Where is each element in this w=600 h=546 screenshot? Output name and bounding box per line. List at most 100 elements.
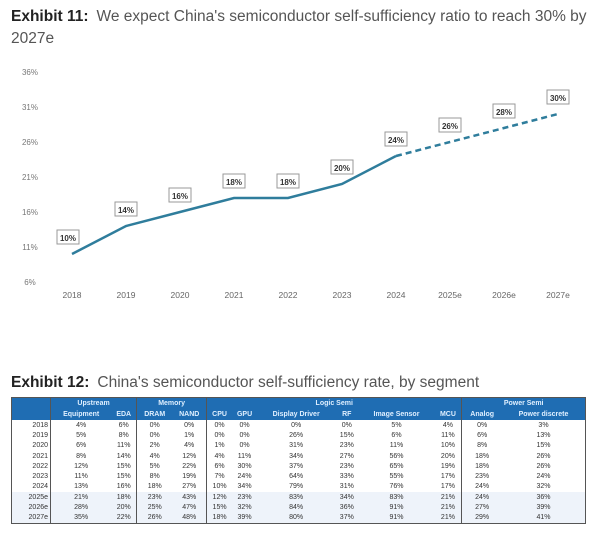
table-row: 2025e 21% 18% 23% 43% 12% 23% 83% 34% 83% 21% 24% 36… — [11, 492, 586, 503]
value-cell: 21% — [434, 492, 462, 503]
value-cell: 23% — [136, 492, 173, 503]
value-cell: 19% — [182, 473, 197, 481]
value-cell: 25% — [136, 502, 173, 513]
table-row: 2023 11% 15% 8% 19% 7% 24% 64% 33% 55% 17% 23% 24% — [12, 471, 586, 482]
x-tick-label: 2019 — [117, 290, 136, 300]
x-tick-label: 2020 — [171, 290, 190, 300]
year-cell: 2019 — [32, 431, 48, 439]
value-cell: 23% — [461, 471, 502, 482]
value-cell: 0% — [291, 421, 302, 429]
value-cell: 21% — [50, 492, 112, 503]
value-cell: 12% — [50, 461, 112, 472]
value-cell: 65% — [389, 462, 404, 470]
x-tick-label: 2024 — [387, 290, 406, 300]
line-chart: 6% 11% 16% 21% 26% 31% 36% 2018 2019 2020 2021 2022… — [22, 68, 570, 300]
year-cell: 2024 — [32, 483, 48, 491]
column-header: NAND — [172, 409, 207, 420]
exhibit-title-text: China's semiconductor self-sufficiency r… — [97, 374, 480, 391]
value-cell: 26% — [136, 512, 173, 524]
value-cell: 10% — [440, 442, 455, 450]
value-cell: 5% — [136, 461, 173, 472]
data-label: 28% — [496, 108, 512, 117]
value-cell: 34% — [289, 452, 304, 460]
column-header: Image Sensor — [358, 409, 435, 420]
data-label-box — [330, 159, 354, 175]
value-cell: 15% — [339, 431, 354, 439]
value-cell: 7% — [206, 471, 232, 482]
exhibit-label: Exhibit 11: — [11, 8, 89, 25]
value-cell: 4% — [206, 450, 232, 462]
value-cell: 24% — [536, 473, 551, 481]
column-header-row: Equipment EDA DRAM NAND CPU GPU Display Driver… — [11, 409, 586, 420]
value-cell: 33% — [339, 473, 354, 481]
value-cell: 15% — [116, 462, 131, 470]
value-cell: 32% — [536, 483, 551, 491]
value-cell: 11% — [116, 442, 131, 450]
value-cell: 0% — [136, 430, 173, 441]
exhibit-title-text: We expect China's semiconductor self-suf… — [11, 8, 587, 47]
value-cell: 36% — [501, 492, 586, 503]
value-cell: 0% — [206, 420, 232, 431]
value-cell: 79% — [289, 483, 304, 491]
value-cell: 0% — [239, 442, 250, 450]
value-cell: 28% — [50, 502, 112, 513]
value-cell: 83% — [358, 492, 435, 503]
value-cell: 27% — [339, 452, 354, 460]
column-header: Equipment — [50, 409, 112, 420]
value-cell: 23% — [339, 442, 354, 450]
y-tick-label: 6% — [24, 278, 36, 287]
column-header: MCU — [434, 409, 462, 420]
value-cell: 27% — [461, 502, 502, 513]
column-header: GPU — [231, 409, 258, 420]
value-cell: 8% — [136, 471, 173, 482]
column-header: CPU — [206, 409, 232, 420]
data-label-box — [114, 201, 138, 217]
series-line-actual — [71, 154, 397, 256]
data-label: 18% — [280, 178, 296, 187]
value-cell: 8% — [50, 450, 112, 462]
value-cell: 3% — [538, 421, 549, 429]
value-cell: 76% — [389, 483, 404, 491]
value-cell: 5% — [50, 430, 112, 441]
x-tick-label: 2023 — [333, 290, 352, 300]
value-cell: 1% — [184, 431, 195, 439]
column-header: EDA — [111, 409, 137, 420]
y-tick-label: 31% — [22, 103, 38, 112]
value-cell: 34% — [237, 483, 252, 491]
value-cell: 8% — [461, 440, 502, 451]
data-label-box — [276, 173, 300, 189]
value-cell: 41% — [501, 512, 586, 524]
column-header: Display Driver — [257, 409, 336, 420]
header-corner — [11, 397, 51, 409]
value-cell: 20% — [111, 502, 137, 513]
exhibit-12-title: Exhibit 12: China's semiconductor self-su… — [11, 372, 479, 394]
data-label-box — [384, 131, 408, 147]
data-label: 16% — [172, 192, 188, 201]
year-cell: 2018 — [32, 421, 48, 429]
y-tick-label: 11% — [22, 243, 37, 252]
value-cell: 23% — [339, 462, 354, 470]
value-cell: 18% — [111, 492, 137, 503]
table-row: 2024 13% 16% 18% 27% 10% 34% 79% 31% 76% 17% 24% 32% — [12, 481, 586, 493]
value-cell: 15% — [116, 473, 131, 481]
value-cell: 37% — [289, 462, 304, 470]
year-cell: 2023 — [32, 473, 48, 481]
value-cell: 35% — [50, 512, 112, 524]
value-cell: 8% — [118, 431, 129, 439]
value-cell: 6% — [206, 461, 232, 472]
value-cell: 0% — [341, 421, 352, 429]
value-cell: 11% — [441, 431, 455, 439]
x-tick-label: 2026e — [492, 290, 516, 300]
value-cell: 13% — [536, 431, 551, 439]
data-label-box — [438, 117, 462, 133]
value-cell: 11% — [237, 452, 252, 460]
value-cell: 37% — [335, 512, 359, 524]
value-cell: 21% — [434, 512, 462, 524]
data-label-box — [168, 187, 192, 203]
value-cell: 39% — [501, 502, 586, 513]
value-cell: 6% — [461, 430, 502, 441]
column-header: RF — [335, 409, 359, 420]
value-cell: 24% — [237, 473, 252, 481]
group-header: Power Semi — [461, 397, 586, 409]
value-cell: 10% — [206, 481, 232, 493]
